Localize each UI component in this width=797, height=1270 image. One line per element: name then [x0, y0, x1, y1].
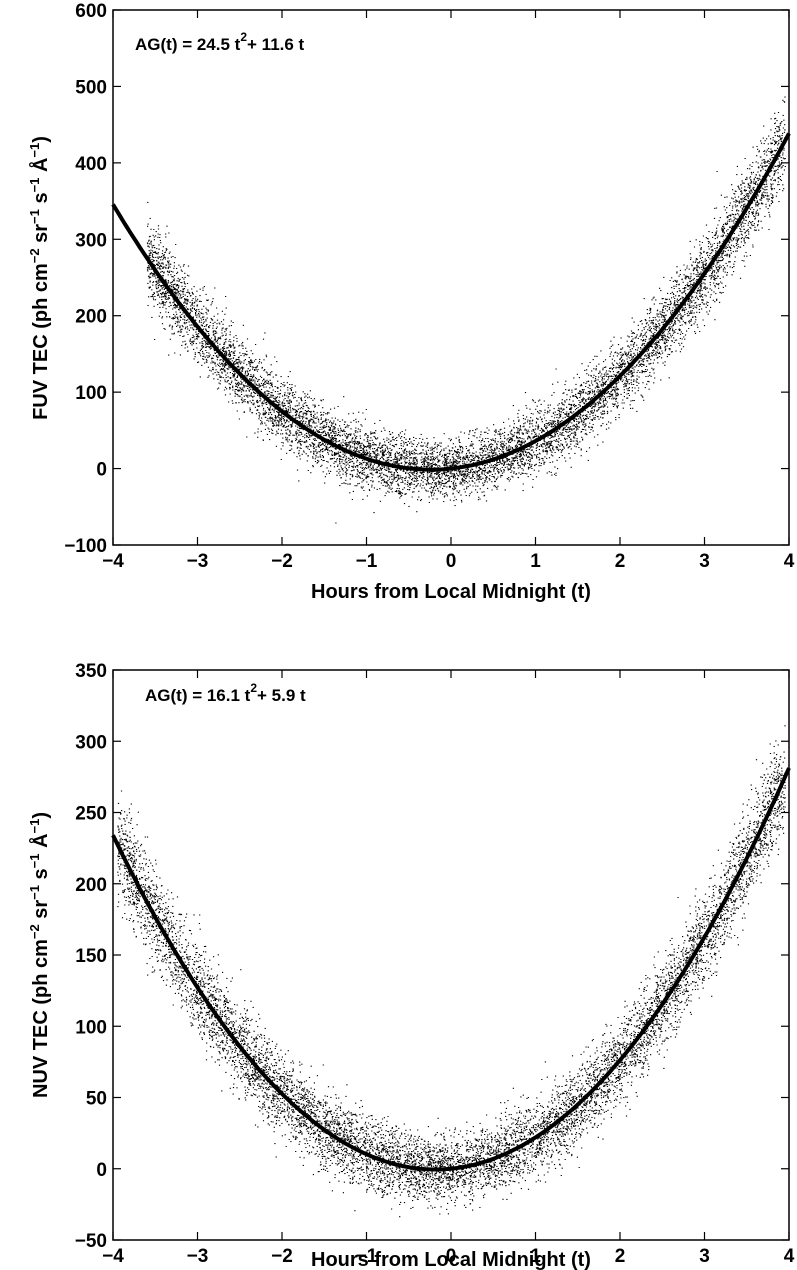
y-tick-label: 200 [75, 875, 107, 896]
y-axis-ticks: −100 0 100 200 300 400 500 600 [64, 1, 789, 557]
y-tick-label: 50 [86, 1089, 107, 1110]
y-tick-label: −50 [75, 1231, 107, 1252]
x-tick-label: 2 [615, 1246, 626, 1267]
x-axis-ticks: −4 −3 −2 −1 0 1 2 3 4 [102, 10, 795, 572]
x-tick-label: 0 [446, 551, 457, 572]
y-tick-label: 0 [96, 1160, 107, 1181]
x-tick-label: −1 [356, 551, 378, 572]
y-tick-label: 600 [75, 1, 107, 22]
x-tick-label: −4 [102, 551, 124, 572]
x-tick-label: −2 [271, 1246, 293, 1267]
x-tick-label: −3 [187, 551, 209, 572]
y-tick-label: 200 [75, 307, 107, 328]
y-tick-label: 300 [75, 230, 107, 251]
fit-curve [111, 767, 791, 1172]
x-axis-ticks: −4 −3 −2 −1 0 1 2 3 4 [102, 670, 795, 1267]
fit-curve [111, 132, 791, 472]
x-tick-label: 0 [446, 1246, 457, 1267]
y-tick-label: 100 [75, 383, 107, 404]
x-axis-label: Hours from Local Midnight (t) [311, 581, 591, 603]
x-tick-label: −4 [102, 1246, 124, 1267]
x-axis-label: Hours from Local Midnight (t) [311, 1249, 591, 1270]
x-tick-label: −3 [187, 1246, 209, 1267]
y-axis-label: FUV TEC (ph cm−2 sr−1 s−1 Å−1) [27, 136, 52, 420]
fuv-panel: −4 −3 −2 −1 0 1 2 3 4 −100 0 100 200 300 400 500 600 AG… [27, 1, 795, 603]
plot-area-frame [112, 9, 790, 546]
y-tick-label: 500 [75, 77, 107, 98]
x-tick-label: 1 [530, 1246, 541, 1267]
x-tick-label: 1 [530, 551, 541, 572]
x-tick-label: 4 [784, 1246, 795, 1267]
fit-annotation: AG(t) = 16.1 t2+ 5.9 t [145, 681, 306, 705]
y-tick-label: 300 [75, 732, 107, 753]
x-tick-label: −2 [271, 551, 293, 572]
y-tick-label: 150 [75, 946, 107, 967]
y-axis-label: NUV TEC (ph cm−2 sr−1 s−1 Å−1) [27, 812, 52, 1098]
nuv-panel: −4 −3 −2 −1 0 1 2 3 4 −50 0 50 100 150 200 250 300 350 A… [27, 661, 795, 1270]
y-tick-label: −100 [64, 536, 107, 557]
y-tick-label: 0 [96, 460, 107, 481]
y-tick-label: 400 [75, 154, 107, 175]
x-tick-label: −1 [356, 1246, 378, 1267]
x-tick-label: 3 [699, 551, 710, 572]
y-tick-label: 100 [75, 1017, 107, 1038]
x-tick-label: 4 [784, 551, 795, 572]
x-tick-label: 3 [699, 1246, 710, 1267]
x-tick-label: 2 [615, 551, 626, 572]
plot-area-frame [112, 669, 790, 1241]
y-axis-ticks: −50 0 50 100 150 200 250 300 350 [75, 661, 789, 1252]
y-tick-label: 250 [75, 804, 107, 825]
fit-annotation: AG(t) = 24.5 t2+ 11.6 t [135, 30, 305, 54]
y-tick-label: 350 [75, 661, 107, 682]
